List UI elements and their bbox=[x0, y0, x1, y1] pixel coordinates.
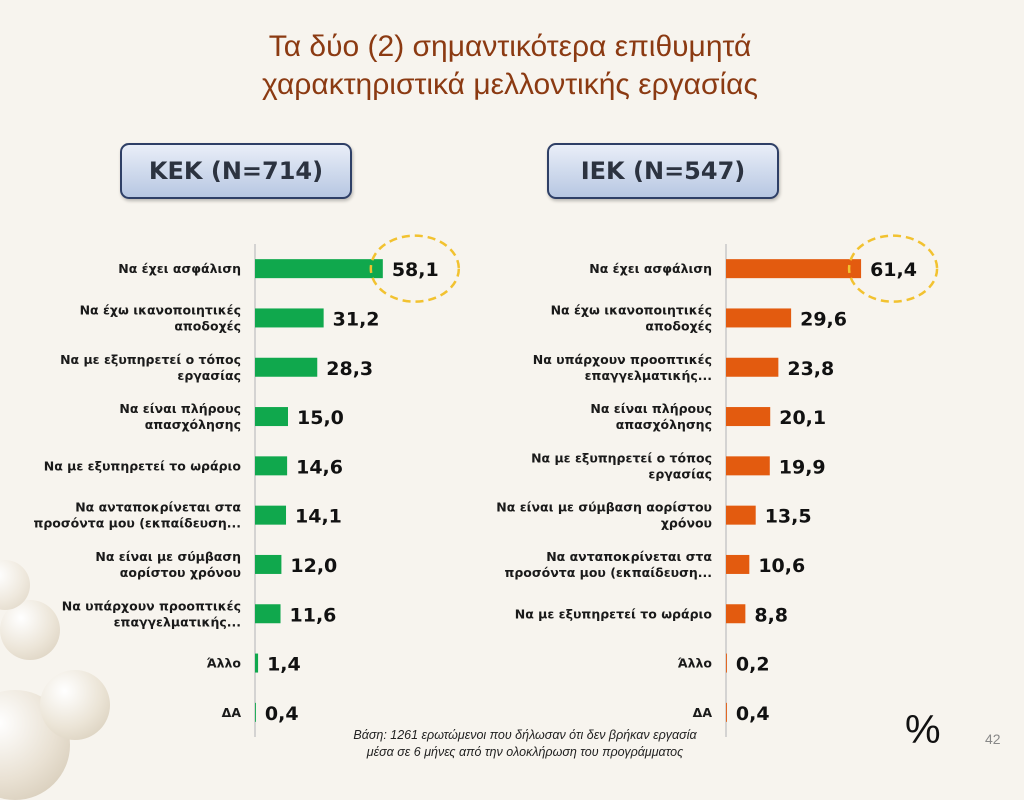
data-label: 29,6 bbox=[800, 308, 847, 330]
category-label: απασχόλησης bbox=[616, 417, 712, 432]
footnote-line2: μέσα σε 6 μήνες από την ολοκλήρωση του π… bbox=[366, 745, 684, 759]
data-label: 8,8 bbox=[754, 604, 788, 626]
category-label: Να είναι πλήρους bbox=[590, 401, 712, 416]
bar bbox=[255, 407, 288, 427]
category-label: προσόντα μου (εκπαίδευση... bbox=[33, 516, 241, 531]
bar bbox=[255, 505, 287, 525]
bar bbox=[726, 308, 792, 328]
data-label: 31,2 bbox=[333, 308, 380, 330]
category-label: απασχόλησης bbox=[145, 417, 241, 432]
category-label: Να έχει ασφάλιση bbox=[118, 261, 241, 276]
category-label: Να με εξυπηρετεί το ωράριο bbox=[44, 458, 242, 473]
data-label: 28,3 bbox=[326, 358, 373, 380]
category-label: Να είναι με σύμβαση bbox=[95, 549, 241, 564]
category-label: αποδοχές bbox=[645, 318, 712, 333]
data-label: 0,2 bbox=[736, 654, 770, 676]
data-label: 10,6 bbox=[758, 555, 805, 577]
slide-title-line2: χαρακτηριστικά μελλοντικής εργασίας bbox=[262, 68, 758, 101]
data-label: 11,6 bbox=[290, 604, 337, 626]
footnote: Βάση: 1261 ερωτώμενοι που δήλωσαν ότι δε… bbox=[300, 727, 750, 761]
highlight-ring bbox=[847, 234, 939, 303]
data-label: 13,5 bbox=[765, 506, 812, 528]
data-label: 12,0 bbox=[290, 555, 337, 577]
bar bbox=[255, 554, 282, 574]
page-number: 42 bbox=[985, 731, 1001, 747]
kek-bar-chart: 58,1 Να έχει ασφάλιση 31,2 Να έχω ικανοποιη… bbox=[33, 234, 461, 737]
bar bbox=[255, 653, 259, 673]
category-label: Να με εξυπηρετεί ο τόπος bbox=[60, 352, 241, 367]
data-label: 23,8 bbox=[787, 358, 834, 380]
kek-badge: ΚΕΚ (N=714) bbox=[120, 143, 352, 199]
iek-badge: ΙΕΚ (N=547) bbox=[547, 143, 779, 199]
data-label: 15,0 bbox=[297, 407, 344, 429]
bar bbox=[726, 604, 746, 624]
category-label: Να ανταποκρίνεται στα bbox=[75, 500, 241, 515]
percent-unit-label: % bbox=[905, 708, 941, 752]
category-label: εργασίας bbox=[648, 466, 712, 481]
bar bbox=[726, 259, 862, 279]
category-label: επαγγελματικής... bbox=[585, 368, 712, 383]
category-label: Να είναι πλήρους bbox=[119, 401, 241, 416]
category-label: αορίστου χρόνου bbox=[120, 565, 241, 580]
bar bbox=[255, 308, 324, 328]
data-label: 20,1 bbox=[779, 407, 826, 429]
category-label: αποδοχές bbox=[174, 318, 241, 333]
bar bbox=[255, 456, 288, 476]
category-label: Να με εξυπηρετεί το ωράριο bbox=[515, 606, 713, 621]
iek-badge-label: ΙΕΚ (N=547) bbox=[580, 157, 746, 185]
bar bbox=[726, 407, 771, 427]
bar bbox=[255, 357, 318, 377]
slide-title: Τα δύο (2) σημαντικότερα επιθυμητά χαρακ… bbox=[150, 28, 870, 104]
data-label: 58,1 bbox=[392, 259, 439, 281]
iek-bar-chart: 61,4 Να έχει ασφάλιση 29,6 Να έχω ικανοποιη… bbox=[496, 234, 939, 737]
bar bbox=[255, 604, 281, 624]
bar bbox=[726, 702, 727, 722]
category-label: Να έχω ικανοποιητικές bbox=[551, 302, 712, 317]
category-label: ΔΑ bbox=[222, 705, 242, 720]
category-label: Να ανταποκρίνεται στα bbox=[546, 549, 712, 564]
highlight-ring bbox=[369, 234, 461, 303]
data-label: 14,1 bbox=[295, 506, 342, 528]
bar bbox=[726, 505, 756, 525]
decorative-pearl bbox=[0, 600, 60, 660]
category-label: χρόνου bbox=[661, 516, 712, 531]
category-label: ΔΑ bbox=[693, 705, 713, 720]
bar bbox=[726, 357, 779, 377]
data-label: 19,9 bbox=[779, 456, 826, 478]
category-label: Να με εξυπηρετεί ο τόπος bbox=[531, 450, 712, 465]
bar bbox=[726, 653, 727, 673]
data-label: 1,4 bbox=[267, 654, 301, 676]
data-label: 61,4 bbox=[870, 259, 917, 281]
slide-title-line1: Τα δύο (2) σημαντικότερα επιθυμητά bbox=[268, 30, 752, 63]
category-label: Να υπάρχουν προοπτικές bbox=[62, 598, 241, 613]
category-label: Να υπάρχουν προοπτικές bbox=[533, 352, 712, 367]
category-label: Να έχει ασφάλιση bbox=[589, 261, 712, 276]
bar bbox=[255, 259, 383, 279]
category-label: επαγγελματικής... bbox=[114, 614, 241, 629]
bar-charts: 58,1 Να έχει ασφάλιση 31,2 Να έχω ικανοποιη… bbox=[33, 234, 939, 737]
category-label: Να είναι με σύμβαση αορίστου bbox=[496, 500, 712, 515]
data-label: 0,4 bbox=[736, 703, 770, 725]
data-label: 14,6 bbox=[296, 456, 343, 478]
kek-badge-label: ΚΕΚ (N=714) bbox=[148, 157, 324, 185]
data-label: 0,4 bbox=[265, 703, 299, 725]
category-label: προσόντα μου (εκπαίδευση... bbox=[504, 565, 712, 580]
category-label: εργασίας bbox=[177, 368, 241, 383]
bar bbox=[255, 702, 256, 722]
footnote-line1: Βάση: 1261 ερωτώμενοι που δήλωσαν ότι δε… bbox=[353, 728, 697, 742]
bar bbox=[726, 456, 770, 476]
bar bbox=[726, 554, 750, 574]
decorative-pearl bbox=[40, 670, 110, 740]
category-label: Να έχω ικανοποιητικές bbox=[80, 302, 241, 317]
category-label: Άλλο bbox=[678, 656, 713, 671]
category-label: Άλλο bbox=[207, 656, 242, 671]
